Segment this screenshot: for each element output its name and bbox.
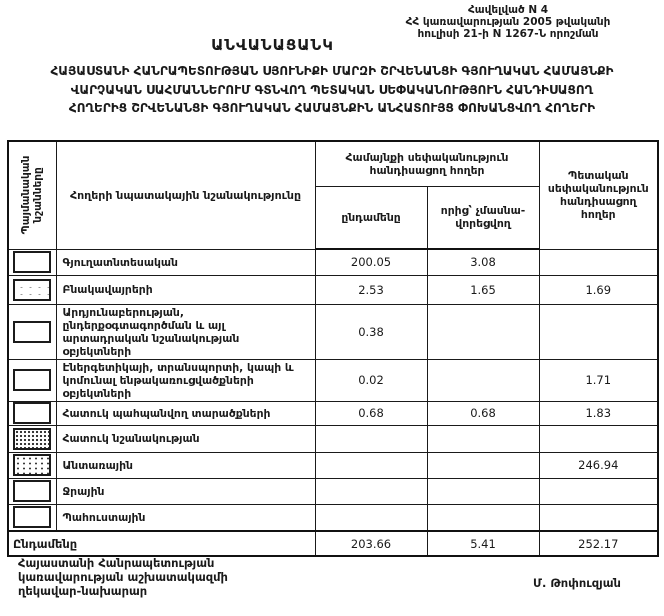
row-total-value (314, 424, 428, 453)
total-total-value: 203.66 (314, 530, 428, 557)
table-row: Էներգետիկայի, տրանսպորտի, կապի և կոմունա… (7, 358, 659, 402)
row-label: Հատուկ նշանակության (55, 424, 316, 453)
legend-swatch (13, 480, 52, 502)
header-legend-cell: Պայմանական նշանները (7, 140, 57, 250)
row-nonprivatizable-value: 1.65 (426, 274, 540, 305)
row-state-value (538, 424, 659, 453)
subtitle-line: ՀԱՅԱՍՏԱՆԻ ՀԱՆՐԱՊԵՏՈՒԹՅԱՆ ՍՅՈՒՆԻՔԻ ՄԱՐԶԻ … (50, 64, 614, 78)
row-total-value: 0.68 (314, 400, 428, 426)
legend-swatch (13, 506, 52, 529)
legend-swatch (13, 454, 52, 476)
legend-swatch (13, 369, 52, 391)
table-body: Գյուղատնտեսական 200.05 3.08 Բնակավայրերի… (7, 248, 659, 557)
row-label: Արդյունաբերության, ընդերքօգտագործման և ա… (55, 303, 316, 360)
table-row: Հատուկ նշանակության (7, 424, 659, 453)
row-state-value (538, 303, 659, 360)
appendix-note: Հավելված N 4 ՀՀ կառավարության 2005 թվակա… (358, 4, 658, 40)
subtitle-line: ՎԱՐՉԱԿԱՆ ՍԱՀՄԱՆՆԵՐՈՒՄ ԳՏՆՎՈՂ ՊԵՏԱԿԱՆ ՍԵՓ… (70, 82, 594, 97)
row-nonprivatizable-value (426, 358, 540, 402)
appendix-line: ՀՀ կառավարության 2005 թվականի (405, 16, 611, 28)
row-nonprivatizable-value (426, 451, 540, 479)
row-label: Հատուկ պահպանվող տարածքների (55, 400, 316, 426)
row-total-value: 0.38 (314, 303, 428, 360)
table-row: Հատուկ պահպանվող տարածքների 0.68 0.68 1.… (7, 400, 659, 426)
row-nonprivatizable-value (426, 303, 540, 360)
row-nonprivatizable-value (426, 503, 540, 532)
row-label: Պահուստային (55, 503, 316, 532)
row-nonprivatizable-value (426, 477, 540, 505)
table-row: Բնակավայրերի 2.53 1.65 1.69 (7, 274, 659, 305)
row-state-value: 246.94 (538, 451, 659, 479)
land-allocation-table: Պայմանական նշանները Հողերի նպատակային նշ… (7, 140, 660, 557)
row-label: Բնակավայրերի (55, 274, 316, 305)
row-state-value: 1.69 (538, 274, 659, 305)
legend-swatch (13, 278, 52, 301)
signatory-title-line: ղեկավար-նախարար (18, 584, 148, 598)
row-label: Ջրային (55, 477, 316, 505)
row-total-value (314, 451, 428, 479)
row-nonprivatizable-value: 0.68 (426, 400, 540, 426)
row-state-value (538, 503, 659, 532)
legend-swatch (13, 251, 52, 273)
total-nonprivatizable-value: 5.41 (426, 530, 540, 557)
legend-swatch (13, 402, 52, 424)
row-state-value: 1.83 (538, 400, 659, 426)
row-nonprivatizable-value (426, 424, 540, 453)
total-row-label: Ընդամենը (7, 530, 316, 557)
header-total-subcell: ընդամենը (314, 185, 428, 250)
appendix-line: հուլիսի 21-ի N 1267-Ն որոշման (417, 28, 599, 40)
header-nonprivatizable-line1: որից՝ չմասնա- (440, 204, 526, 218)
table-row: Ջրային (7, 477, 659, 505)
row-state-value (538, 248, 659, 276)
row-label: Գյուղատնտեսական (55, 248, 316, 276)
document-subtitle: ՀԱՅԱՍՏԱՆԻ ՀԱՆՐԱՊԵՏՈՒԹՅԱՆ ՍՅՈՒՆԻՔԻ ՄԱՐԶԻ … (0, 62, 664, 118)
row-total-value: 2.53 (314, 274, 428, 305)
legend-swatch (13, 427, 52, 450)
header-community-group-cell: Համայնքի սեփականություն հանդիսացող հողեր (314, 140, 540, 187)
row-total-value: 200.05 (314, 248, 428, 276)
page-title: ԱՆՎԱՆԱՑԱՆԿ (211, 36, 334, 54)
signatory-name: Մ. Թոփուզյան (533, 576, 621, 590)
table-total-row: Ընդամենը 203.66 5.41 252.17 (7, 530, 659, 557)
table-header: Պայմանական նշանները Հողերի նպատակային նշ… (7, 140, 659, 250)
header-state-cell: Պետական սեփականություն հանդիսացող հողեր (538, 140, 659, 250)
total-state-value: 252.17 (538, 530, 659, 557)
row-label: Էներգետիկայի, տրանսպորտի, կապի և կոմունա… (55, 358, 316, 402)
header-nonprivatizable-line2: վորեցվող (455, 217, 511, 231)
row-total-value (314, 503, 428, 532)
row-state-value: 1.71 (538, 358, 659, 402)
signatory-title-block: Հայաստանի Հանրապետության կառավարության ա… (18, 556, 228, 598)
header-nonprivatizable-subcell: որից՝ չմասնա- վորեցվող (426, 185, 540, 250)
table-row: Արդյունաբերության, ընդերքօգտագործման և ա… (7, 303, 659, 360)
row-nonprivatizable-value: 3.08 (426, 248, 540, 276)
legend-swatch (13, 320, 52, 343)
table-row: Անտառային 246.94 (7, 451, 659, 479)
row-state-value (538, 477, 659, 505)
table-row: Գյուղատնտեսական 200.05 3.08 (7, 248, 659, 276)
row-total-value (314, 477, 428, 505)
appendix-line: Հավելված N 4 (467, 4, 549, 16)
table-row: Պահուստային (7, 503, 659, 532)
signatory-title-line: կառավարության աշխատակազմի (18, 570, 228, 584)
header-legend-label: Պայմանական նշանները (20, 155, 45, 235)
row-total-value: 0.02 (314, 358, 428, 402)
signatory-title-line: Հայաստանի Հանրապետության (18, 556, 215, 570)
header-purpose-cell: Հողերի նպատակային նշանակությունը (55, 140, 316, 250)
row-label: Անտառային (55, 451, 316, 479)
subtitle-line: ՀՈՂԵՐԻՑ ՇՐՎԵՆԱՆՑԻ ԳՅՈՒՂԱԿԱՆ ՀԱՄԱՅՆՔԻՆ ԱՆ… (68, 101, 596, 115)
